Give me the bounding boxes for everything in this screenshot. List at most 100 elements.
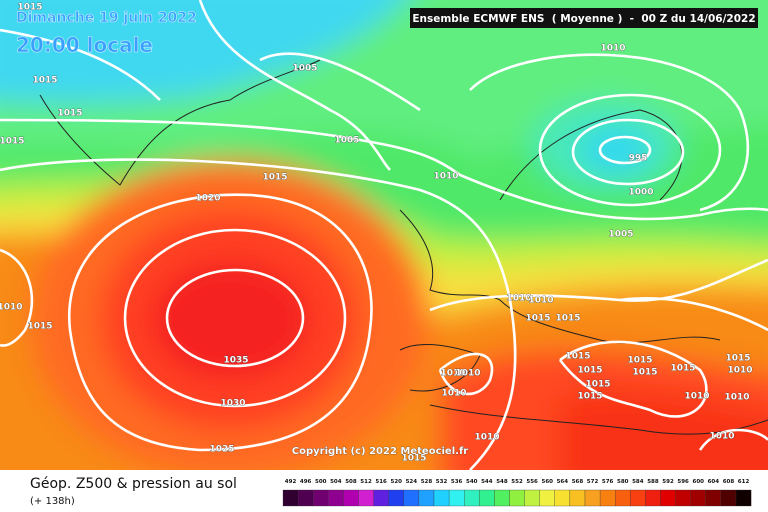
footer-title: Géop. Z500 & pression au sol [30, 476, 237, 492]
isobar-label: 1010 [440, 369, 465, 379]
isobar-label: 1015 [57, 109, 82, 119]
scale-label: 572 [587, 479, 599, 485]
scale-swatch [599, 489, 616, 507]
scale-label: 500 [315, 479, 327, 485]
model-info: Ensemble ECMWF ENS ( Moyenne ) - 00 Z du… [412, 13, 755, 25]
isobar-label: 1000 [628, 188, 653, 198]
scale-swatch [418, 489, 435, 507]
isobars [0, 0, 768, 470]
scale-swatch [403, 489, 420, 507]
scale-label: 528 [421, 479, 433, 485]
date: Dimanche 19 juin 2022 [16, 10, 197, 26]
forecast-lead: (+ 138h) [30, 496, 75, 507]
isobar-label: 1010 [455, 369, 480, 379]
scale-swatch [328, 489, 344, 507]
scale-label: 552 [511, 479, 523, 485]
isobar-label: 1005 [292, 64, 317, 74]
scale-swatch [282, 489, 299, 507]
isobar-label: 1015 [577, 392, 602, 402]
isobar-label: 1005 [334, 136, 359, 146]
scale-swatch [705, 489, 722, 507]
scale-label: 532 [436, 479, 448, 485]
scale-label: 592 [662, 479, 674, 485]
scale-label: 544 [481, 479, 493, 485]
scale-label: 548 [496, 479, 508, 485]
scale-swatch [690, 489, 706, 507]
scale-label: 508 [345, 479, 357, 485]
local-time: 20:00 locale [16, 33, 153, 57]
isobar-label: 1030 [220, 399, 245, 409]
scale-swatch [448, 489, 465, 507]
scale-swatch [343, 489, 359, 507]
scale-label: 536 [451, 479, 463, 485]
isobar-label: 1010 [506, 294, 531, 304]
isobar-label: 1010 [600, 44, 625, 54]
scale-label: 576 [602, 479, 614, 485]
scale-swatch [524, 489, 540, 507]
color-scale: 492 496 500 504 508 512 516 520 524 528 532 536 540 5… [282, 479, 752, 507]
isobar-label: 1010 [684, 392, 709, 402]
isobar-label: 1015 [17, 3, 42, 13]
copyright: Copyright (c) 2022 Meteociel.fr [292, 446, 469, 457]
isobar-label: 1015 [670, 364, 695, 374]
scale-label: 580 [617, 479, 629, 485]
scale-swatch [509, 489, 525, 507]
isobar-label: 1010 [474, 433, 499, 443]
geopotential-field: 1015101510151015100510051015102010101010… [0, 0, 768, 470]
scale-swatch [433, 489, 450, 507]
scale-label: 556 [526, 479, 538, 485]
scale-swatch [675, 489, 691, 507]
isobar-label: 1015 [725, 354, 750, 364]
scale-swatch [554, 489, 571, 507]
isobar-label: 1010 [441, 389, 466, 399]
scale-label: 540 [466, 479, 478, 485]
scale-swatch [615, 489, 631, 507]
scale-label: 608 [723, 479, 735, 485]
isobar-label: 1015 [632, 368, 657, 378]
scale-swatch [388, 489, 404, 507]
isobar-label: 1015 [525, 314, 550, 324]
scale-label: 584 [632, 479, 644, 485]
isobar-labels: 1015101510151015100510051015102010101010… [0, 2, 753, 464]
scale-swatch [358, 489, 374, 507]
scale-swatch [660, 489, 676, 507]
scale-swatch [479, 489, 495, 507]
scale-swatch [645, 489, 661, 507]
isobar-label: 1015 [585, 380, 610, 390]
isobar-label: 1015 [627, 356, 652, 366]
scale-swatch [630, 489, 646, 507]
scale-swatch [584, 489, 601, 507]
scale-label: 612 [738, 479, 750, 485]
scale-label: 588 [647, 479, 659, 485]
model-box [410, 8, 758, 28]
scale-label: 600 [693, 479, 705, 485]
scale-label: 504 [330, 479, 342, 485]
scale-swatch [464, 489, 480, 507]
isobar-label: 1015 [577, 366, 602, 376]
isobar-label: 1015 [565, 352, 590, 362]
scale-swatch [297, 489, 314, 507]
isobar-label: 1025 [209, 445, 234, 455]
isobar-label: 1020 [195, 194, 220, 204]
isobar-label: 1010 [724, 393, 749, 403]
isobar-label: 1010 [433, 172, 458, 182]
scale-label: 524 [406, 479, 418, 485]
scale-label: 512 [360, 479, 372, 485]
isobar-label: 1035 [223, 356, 248, 366]
isobar-label: 1015 [262, 173, 287, 183]
scale-label: 596 [677, 479, 689, 485]
isobar-label: 1015 [27, 322, 52, 332]
scale-swatch [494, 489, 510, 507]
isobar-label: 1010 [528, 296, 553, 306]
scale-swatch [720, 489, 737, 507]
scale-label: 604 [708, 479, 720, 485]
scale-label: 568 [572, 479, 584, 485]
scale-swatch [569, 489, 586, 507]
scale-label: 520 [391, 479, 403, 485]
scale-swatch [735, 489, 752, 507]
scale-swatch [313, 489, 329, 507]
isobar-label: 1010 [0, 303, 23, 313]
scale-swatch [373, 489, 389, 507]
isobar-label: 1005 [608, 230, 633, 240]
